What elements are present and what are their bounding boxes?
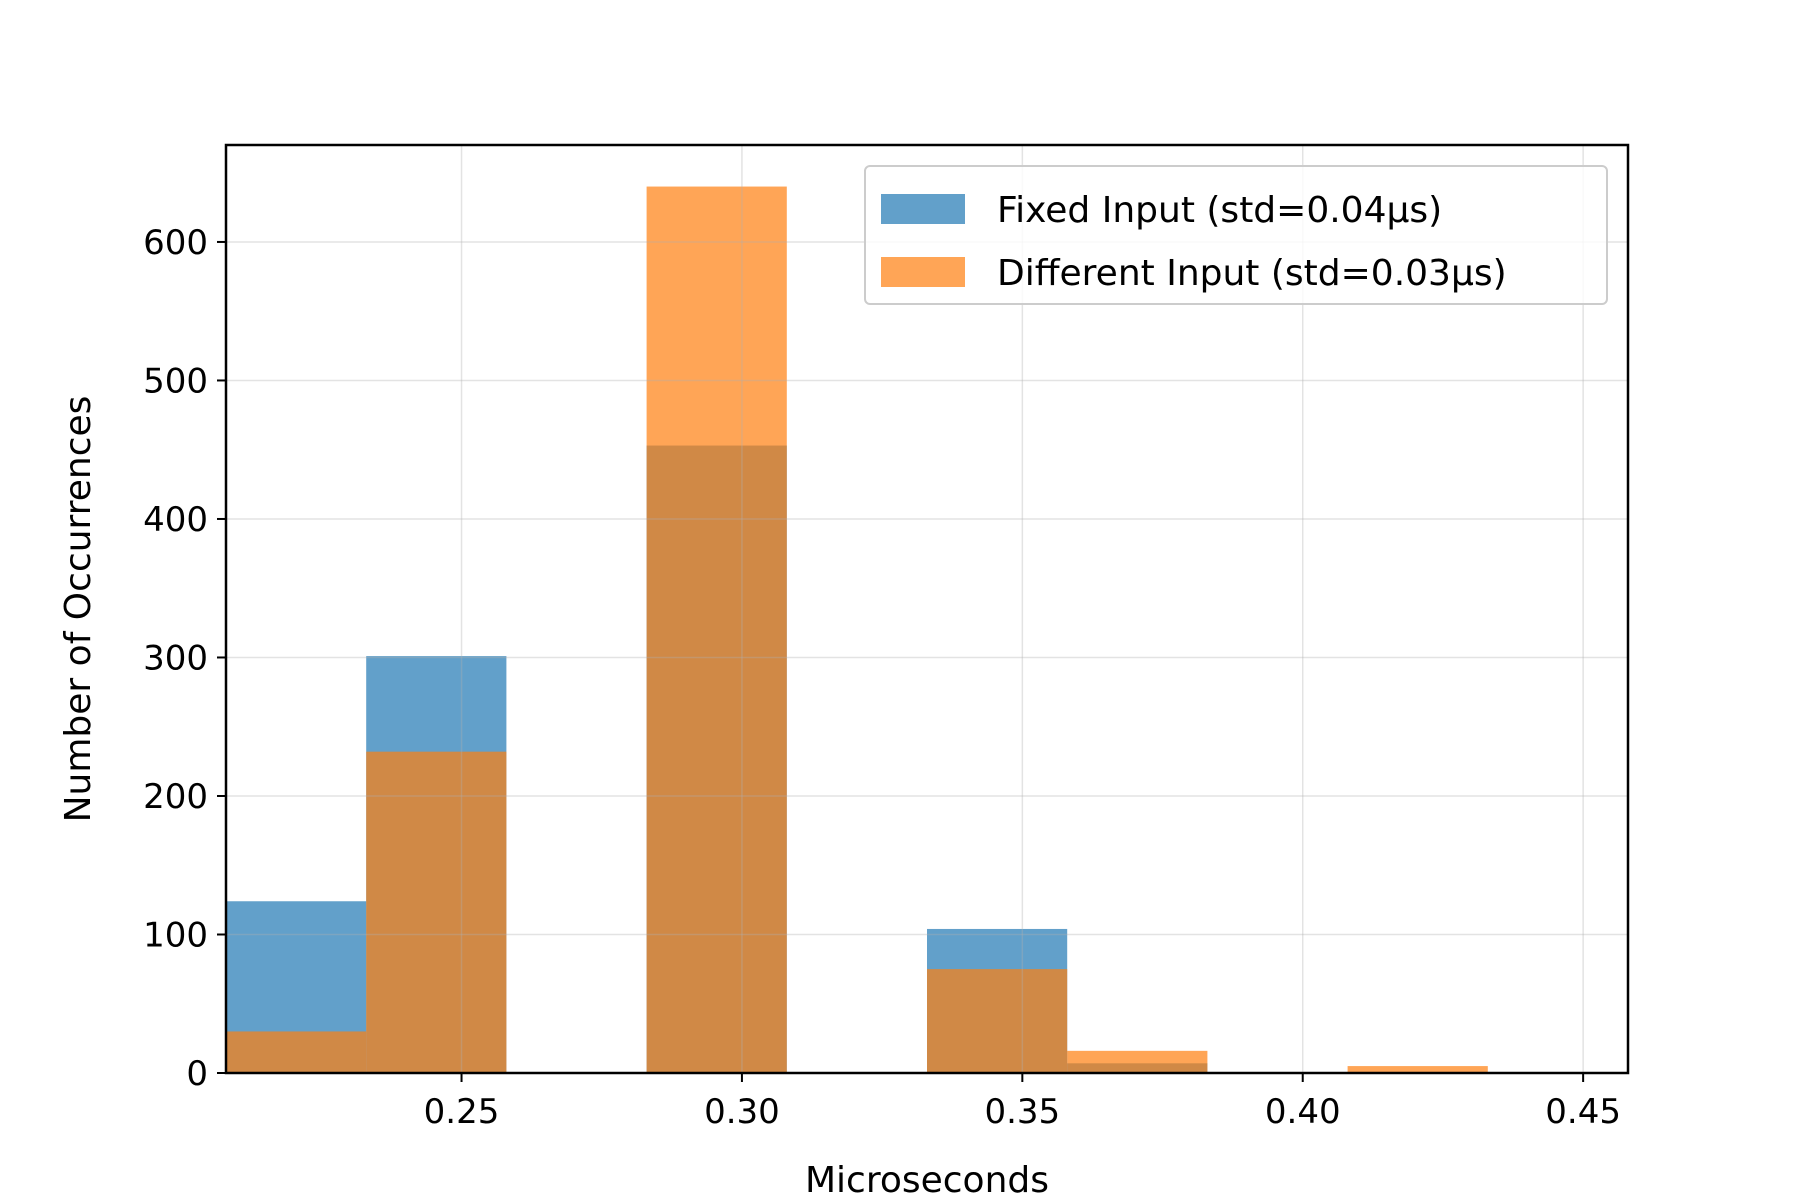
x-axis-title: Microseconds <box>805 1160 1049 1200</box>
y-tick-label: 500 <box>143 361 208 401</box>
ticks: 0 100 200 300 400 500 600 0.25 0.30 0.35 0.40 0.45 <box>143 223 1621 1132</box>
plot-frame <box>224 143 1630 1075</box>
y-axis-title: Number of Occurrences <box>58 396 99 823</box>
y-tick-label: 300 <box>143 638 208 678</box>
x-tick-label: 0.40 <box>1265 1092 1341 1132</box>
bars <box>226 186 1488 1074</box>
bar-series-2-bin-2 <box>366 751 507 1073</box>
bar-series-2-bin-7 <box>1067 1050 1208 1073</box>
legend-swatch-1 <box>881 194 965 224</box>
y-tick-label: 200 <box>143 777 208 817</box>
bar-series-2-bin-1 <box>226 1031 367 1073</box>
x-tick-label: 0.35 <box>984 1092 1060 1132</box>
bar-series-2-bin-9 <box>1347 1066 1488 1073</box>
x-tick-label: 0.30 <box>704 1092 780 1132</box>
legend-swatch-2 <box>881 257 965 287</box>
x-tick-label: 0.45 <box>1545 1092 1621 1132</box>
legend: Fixed Input (std=0.04µs) Different Input … <box>864 165 1608 305</box>
legend-label-1: Fixed Input (std=0.04µs) <box>997 190 1442 231</box>
x-tick-label: 0.25 <box>424 1092 500 1132</box>
legend-label-2: Different Input (std=0.03µs) <box>997 253 1507 294</box>
y-tick-label: 400 <box>143 500 208 540</box>
y-tick-label: 600 <box>143 223 208 263</box>
y-tick-label: 0 <box>186 1054 208 1094</box>
y-tick-label: 100 <box>143 915 208 955</box>
bar-series-2-bin-4 <box>646 186 787 1073</box>
legend-box <box>864 165 1608 305</box>
bar-series-2-bin-6 <box>927 969 1068 1073</box>
